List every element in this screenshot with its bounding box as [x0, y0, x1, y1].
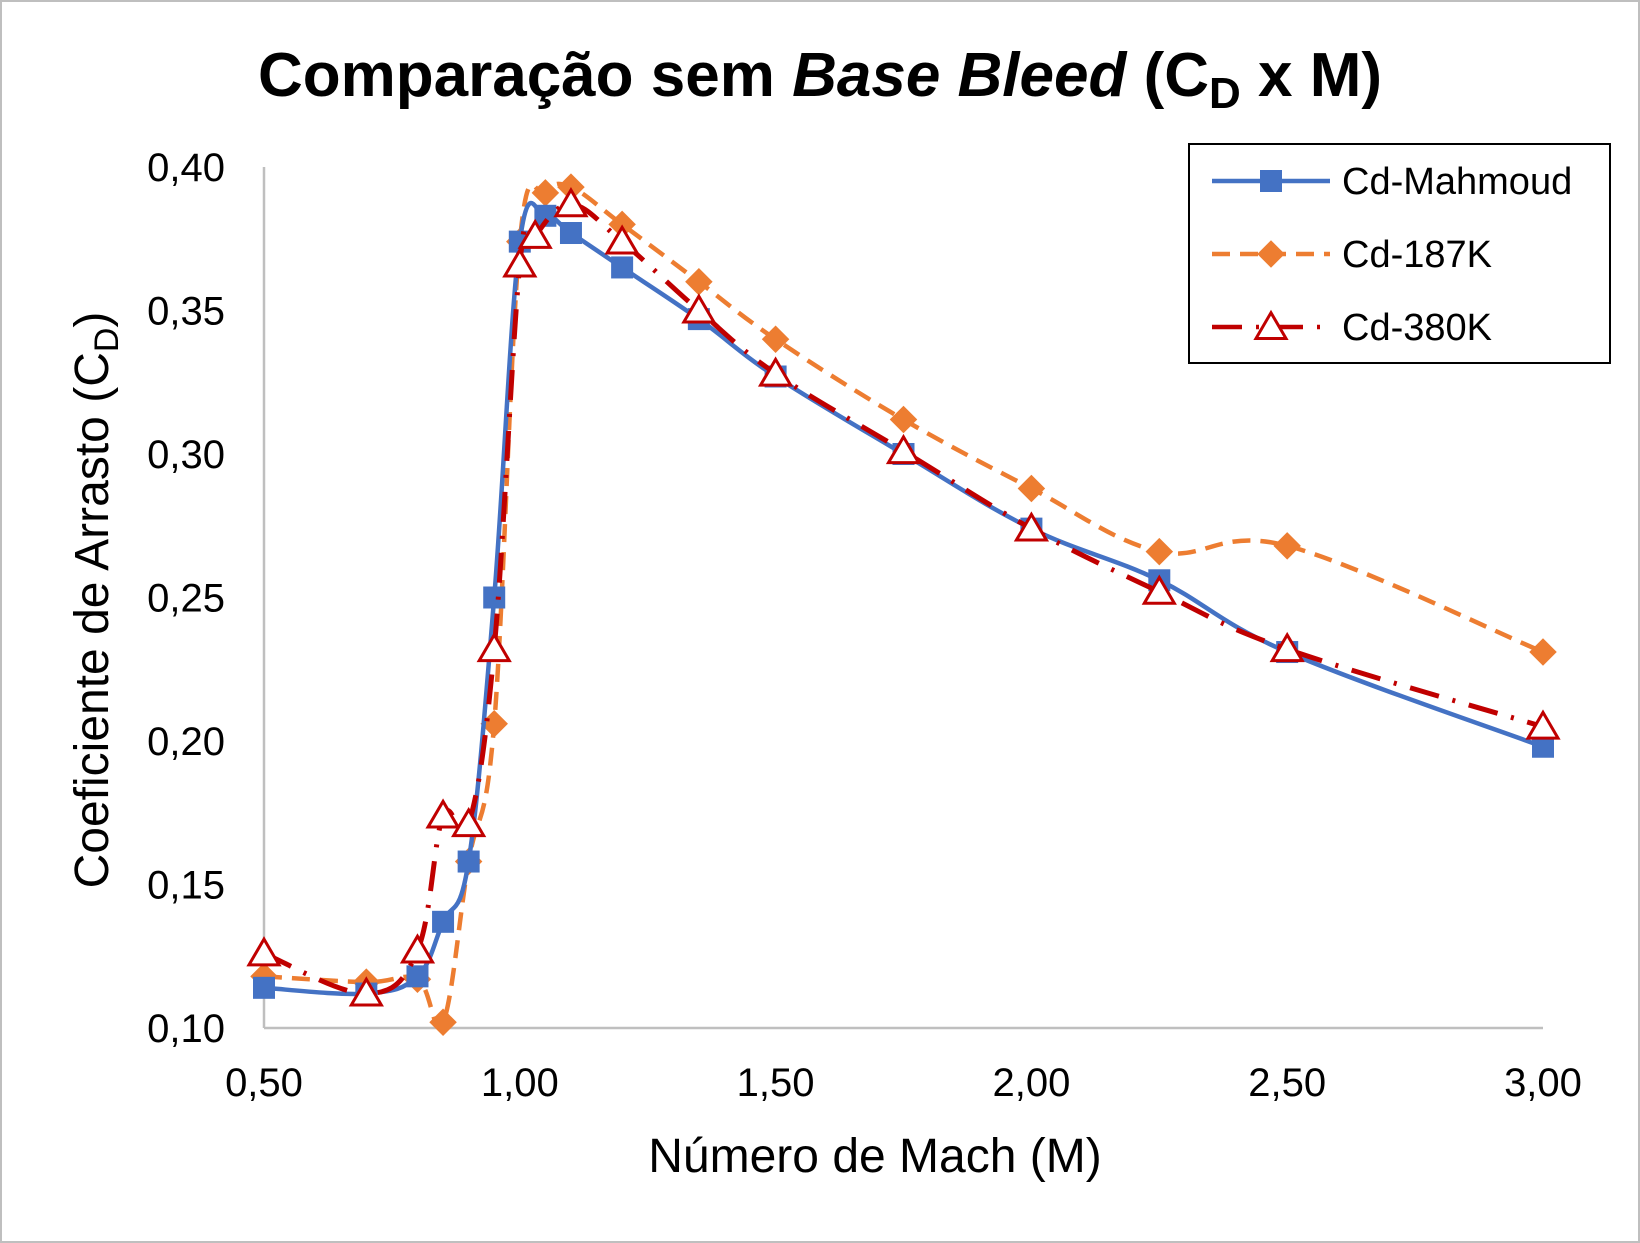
- data-point-cd-187k: [1529, 638, 1557, 666]
- chart-title-tail-close: x M): [1241, 41, 1382, 110]
- y-tick-label: 0,40: [147, 146, 225, 190]
- y-axis-title: Coeficiente de Arrasto (CD): [66, 312, 126, 889]
- legend-marker: [1257, 240, 1285, 268]
- data-point-cd-187k: [429, 1008, 457, 1037]
- chart-title-main: Comparação sem: [258, 41, 792, 110]
- axes: [262, 167, 1543, 1030]
- data-point-cd-mahmoud: [253, 976, 275, 999]
- data-point-cd-380k: [1269, 631, 1305, 663]
- legend-entry-cd-187k: Cd-187K: [1212, 234, 1492, 276]
- chart-title-tail-open: (C: [1126, 41, 1209, 110]
- legend-entries: Cd-Mahmoud Cd-187K Cd-380K: [1212, 161, 1572, 349]
- data-point-cd-187k: [531, 179, 560, 207]
- legend-marker: [1260, 170, 1282, 192]
- legend-marker: [1253, 309, 1289, 340]
- y-axis-title-subscript: D: [88, 328, 126, 353]
- data-point-cd-380k: [399, 933, 436, 964]
- data-point-cd-380k: [604, 224, 640, 255]
- data-point-cd-mahmoud: [611, 256, 634, 279]
- legend: Cd-Mahmoud Cd-187K Cd-380K: [1188, 143, 1611, 364]
- data-point-cd-380k: [502, 247, 538, 278]
- data-point-cd-380k: [425, 798, 461, 829]
- x-tick-label: 2,50: [1248, 1061, 1326, 1105]
- legend-entry-cd-mahmoud: Cd-Mahmoud: [1212, 161, 1572, 203]
- y-tick-labels: 0,10 0,15 0,20 0,25 0,30 0,35 0,40: [147, 146, 225, 1051]
- data-point-cd-187k: [761, 325, 790, 353]
- data-point-cd-mahmoud: [483, 586, 506, 609]
- data-point-cd-187k: [1017, 474, 1046, 503]
- x-tick-label: 2,00: [992, 1061, 1070, 1105]
- x-tick-label: 1,50: [737, 1061, 815, 1105]
- data-point-cd-380k: [553, 187, 589, 218]
- chart-title: Comparação sem Base Bleed (CD x M): [258, 41, 1382, 118]
- data-point-cd-187k: [1145, 537, 1174, 566]
- y-tick-label: 0,35: [147, 290, 225, 334]
- data-point-cd-380k: [1141, 574, 1177, 605]
- data-point-cd-187k: [889, 405, 918, 434]
- legend-label: Cd-187K: [1342, 234, 1492, 276]
- legend-label: Cd-380K: [1342, 307, 1492, 349]
- series-layer: [246, 173, 1561, 1037]
- data-point-cd-380k: [885, 433, 922, 465]
- data-point-cd-mahmoud: [534, 204, 557, 227]
- x-tick-label: 1,00: [481, 1061, 559, 1105]
- data-point-cd-187k: [685, 268, 713, 296]
- data-point-cd-380k: [348, 976, 384, 1007]
- data-point-cd-380k: [681, 293, 717, 324]
- chart-title-italic: Base Bleed: [792, 41, 1127, 110]
- data-point-cd-mahmoud: [559, 222, 582, 245]
- data-point-cd-187k: [480, 710, 508, 738]
- data-point-cd-187k: [1273, 532, 1301, 560]
- x-tick-labels: 0,50 1,00 1,50 2,00 2,50 3,00: [225, 1061, 1582, 1105]
- data-point-cd-380k: [1525, 709, 1561, 740]
- legend-entry-cd-380k: Cd-380K: [1212, 307, 1492, 349]
- data-point-cd-380k: [451, 806, 487, 838]
- y-tick-label: 0,25: [147, 577, 225, 621]
- data-point-cd-380k: [476, 631, 512, 663]
- data-point-cd-mahmoud: [1532, 735, 1554, 758]
- y-axis-title-close: ): [66, 312, 119, 328]
- x-tick-label: 0,50: [225, 1061, 303, 1105]
- y-tick-label: 0,30: [147, 433, 225, 477]
- data-point-cd-mahmoud: [457, 850, 480, 873]
- data-point-cd-mahmoud: [432, 910, 455, 933]
- data-point-cd-380k: [246, 936, 282, 967]
- y-tick-label: 0,20: [147, 720, 225, 764]
- x-tick-label: 3,00: [1504, 1061, 1582, 1105]
- x-axis-title: Número de Mach (M): [648, 1130, 1101, 1183]
- chart-title-subscript: D: [1209, 69, 1241, 118]
- y-axis-title-main: Coeficiente de Arrasto (C: [66, 352, 119, 888]
- data-point-cd-380k: [517, 218, 553, 249]
- data-point-cd-mahmoud: [406, 965, 429, 988]
- legend-label: Cd-Mahmoud: [1342, 161, 1572, 203]
- series-cd-380k: [246, 187, 1561, 1007]
- y-tick-label: 0,15: [147, 864, 225, 908]
- data-point-cd-380k: [1013, 511, 1050, 542]
- data-point-cd-380k: [757, 356, 794, 387]
- y-tick-label: 0,10: [147, 1007, 225, 1051]
